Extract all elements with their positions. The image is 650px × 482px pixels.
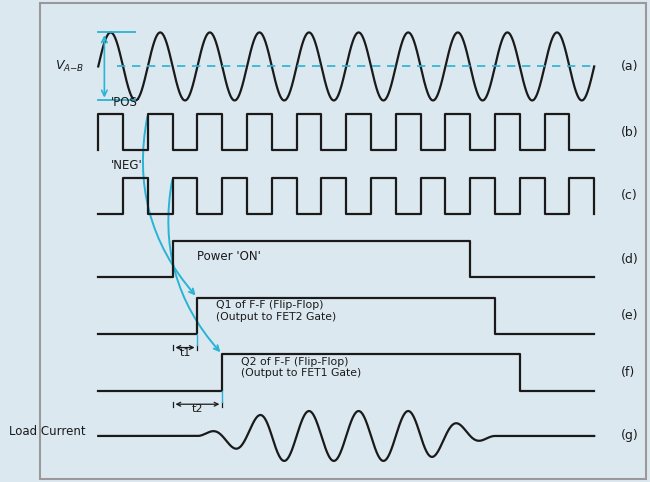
Text: (e): (e)	[621, 309, 638, 322]
Text: (c): (c)	[621, 189, 637, 202]
Text: $V_{A\mathregular{-}B}$: $V_{A\mathregular{-}B}$	[55, 59, 84, 74]
Text: Q1 of F-F (Flip-Flop)
(Output to FET2 Gate): Q1 of F-F (Flip-Flop) (Output to FET2 Ga…	[216, 300, 336, 321]
Text: t2: t2	[192, 404, 203, 415]
Text: (d): (d)	[621, 253, 638, 266]
Text: 'NEG': 'NEG'	[111, 159, 142, 172]
Text: (f): (f)	[621, 366, 635, 379]
Text: Load Current: Load Current	[9, 425, 86, 438]
Text: t1: t1	[179, 348, 190, 358]
Text: 'POS': 'POS'	[111, 95, 140, 108]
Text: (g): (g)	[621, 429, 638, 442]
FancyArrowPatch shape	[168, 180, 219, 351]
Text: Q2 of F-F (Flip-Flop)
(Output to FET1 Gate): Q2 of F-F (Flip-Flop) (Output to FET1 Ga…	[240, 357, 361, 378]
FancyArrowPatch shape	[143, 117, 194, 294]
Text: (b): (b)	[621, 126, 638, 139]
Text: (a): (a)	[621, 60, 638, 73]
Text: Power 'ON': Power 'ON'	[197, 250, 261, 263]
